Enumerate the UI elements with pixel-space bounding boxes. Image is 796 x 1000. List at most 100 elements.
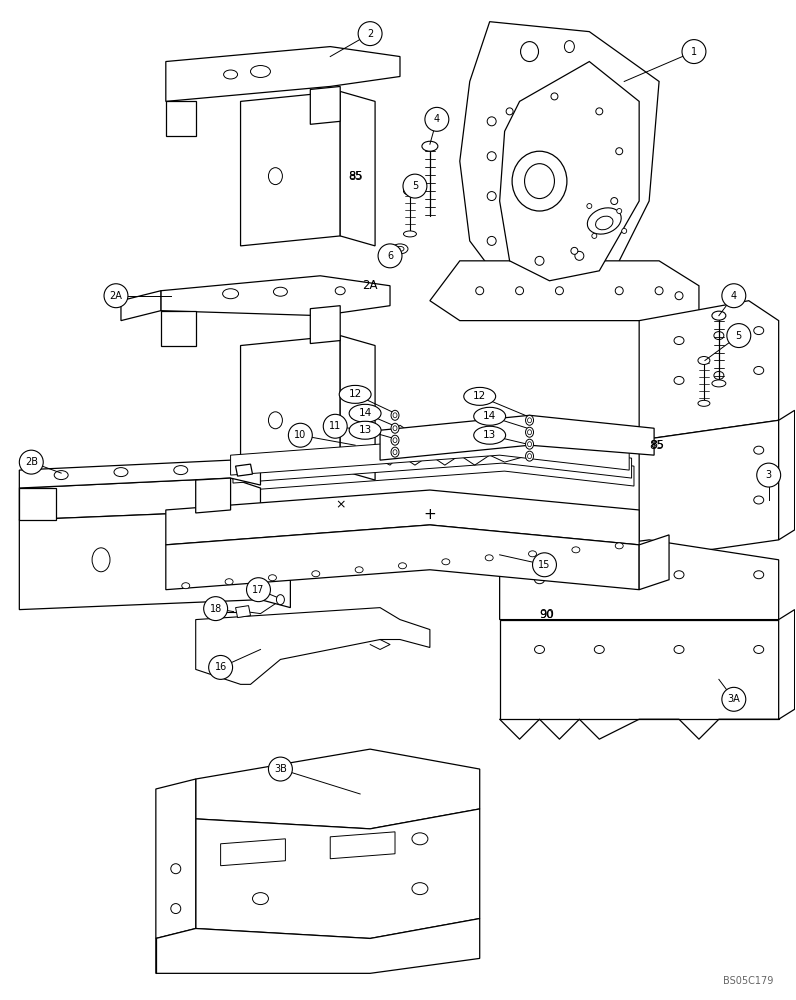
- Ellipse shape: [712, 380, 726, 387]
- Text: 90: 90: [540, 610, 553, 620]
- Ellipse shape: [512, 151, 567, 211]
- Text: BS05C179: BS05C179: [724, 976, 774, 986]
- Polygon shape: [233, 443, 631, 483]
- Circle shape: [288, 423, 312, 447]
- Ellipse shape: [171, 864, 181, 874]
- Ellipse shape: [615, 543, 623, 549]
- Circle shape: [403, 174, 427, 198]
- Circle shape: [425, 107, 449, 131]
- Ellipse shape: [551, 93, 558, 100]
- Text: 90: 90: [349, 409, 365, 422]
- Ellipse shape: [487, 152, 496, 161]
- Ellipse shape: [174, 466, 188, 475]
- Circle shape: [358, 22, 382, 46]
- Text: 14: 14: [483, 411, 496, 421]
- Ellipse shape: [587, 204, 591, 209]
- Ellipse shape: [622, 228, 626, 233]
- Polygon shape: [340, 336, 375, 480]
- Text: 3B: 3B: [274, 764, 287, 774]
- Ellipse shape: [474, 407, 505, 425]
- Ellipse shape: [487, 117, 496, 126]
- Ellipse shape: [525, 439, 533, 449]
- Text: 12: 12: [349, 389, 361, 399]
- Ellipse shape: [393, 450, 397, 455]
- Ellipse shape: [587, 208, 621, 234]
- Polygon shape: [166, 525, 639, 590]
- Ellipse shape: [399, 563, 407, 569]
- Polygon shape: [161, 311, 196, 346]
- Ellipse shape: [225, 579, 233, 585]
- Ellipse shape: [617, 209, 622, 214]
- Ellipse shape: [596, 108, 603, 115]
- Ellipse shape: [591, 233, 597, 238]
- Ellipse shape: [595, 645, 604, 653]
- Ellipse shape: [525, 164, 555, 199]
- Text: 16: 16: [214, 662, 227, 672]
- Circle shape: [757, 463, 781, 487]
- Ellipse shape: [274, 287, 287, 296]
- Ellipse shape: [698, 357, 710, 364]
- Circle shape: [104, 284, 128, 308]
- Circle shape: [19, 450, 43, 474]
- Ellipse shape: [655, 287, 663, 295]
- Text: 17: 17: [252, 585, 265, 595]
- Circle shape: [378, 244, 402, 268]
- Ellipse shape: [171, 904, 181, 914]
- Ellipse shape: [712, 311, 726, 320]
- Ellipse shape: [181, 583, 189, 589]
- Ellipse shape: [529, 551, 537, 557]
- Polygon shape: [639, 535, 669, 590]
- Ellipse shape: [391, 423, 399, 433]
- Ellipse shape: [595, 216, 613, 230]
- Ellipse shape: [404, 187, 416, 195]
- Polygon shape: [310, 86, 340, 124]
- Ellipse shape: [674, 376, 684, 384]
- Polygon shape: [220, 839, 286, 866]
- Polygon shape: [778, 610, 794, 719]
- Ellipse shape: [412, 833, 428, 845]
- Ellipse shape: [556, 287, 564, 295]
- Text: 5: 5: [412, 181, 418, 191]
- Ellipse shape: [391, 435, 399, 445]
- Polygon shape: [231, 435, 629, 475]
- Polygon shape: [121, 291, 161, 321]
- Ellipse shape: [528, 454, 532, 459]
- Polygon shape: [236, 606, 251, 618]
- Polygon shape: [260, 510, 291, 608]
- Ellipse shape: [698, 400, 710, 406]
- Text: 3A: 3A: [728, 694, 740, 704]
- Ellipse shape: [528, 430, 532, 435]
- Text: +: +: [423, 507, 436, 522]
- Ellipse shape: [476, 287, 484, 295]
- Ellipse shape: [224, 70, 237, 79]
- Ellipse shape: [754, 496, 763, 504]
- Ellipse shape: [675, 292, 683, 300]
- Ellipse shape: [525, 451, 533, 461]
- Polygon shape: [500, 620, 778, 719]
- Polygon shape: [778, 410, 794, 540]
- Text: 10: 10: [295, 430, 306, 440]
- Ellipse shape: [525, 427, 533, 437]
- Polygon shape: [240, 336, 340, 480]
- Text: 13: 13: [358, 425, 372, 435]
- Text: 3: 3: [766, 470, 772, 480]
- Ellipse shape: [674, 571, 684, 579]
- Ellipse shape: [525, 415, 533, 425]
- Polygon shape: [430, 261, 699, 321]
- Text: 15: 15: [538, 560, 551, 570]
- Text: 13: 13: [483, 430, 496, 440]
- Circle shape: [268, 757, 292, 781]
- Ellipse shape: [393, 413, 397, 418]
- Polygon shape: [166, 490, 639, 545]
- Ellipse shape: [391, 410, 399, 420]
- Ellipse shape: [754, 645, 763, 653]
- Ellipse shape: [674, 337, 684, 345]
- Polygon shape: [500, 540, 778, 620]
- Ellipse shape: [276, 595, 284, 605]
- Ellipse shape: [754, 366, 763, 374]
- Ellipse shape: [349, 421, 381, 439]
- Ellipse shape: [312, 571, 320, 577]
- Polygon shape: [639, 420, 778, 560]
- Text: 2A: 2A: [362, 279, 378, 292]
- Ellipse shape: [442, 559, 450, 565]
